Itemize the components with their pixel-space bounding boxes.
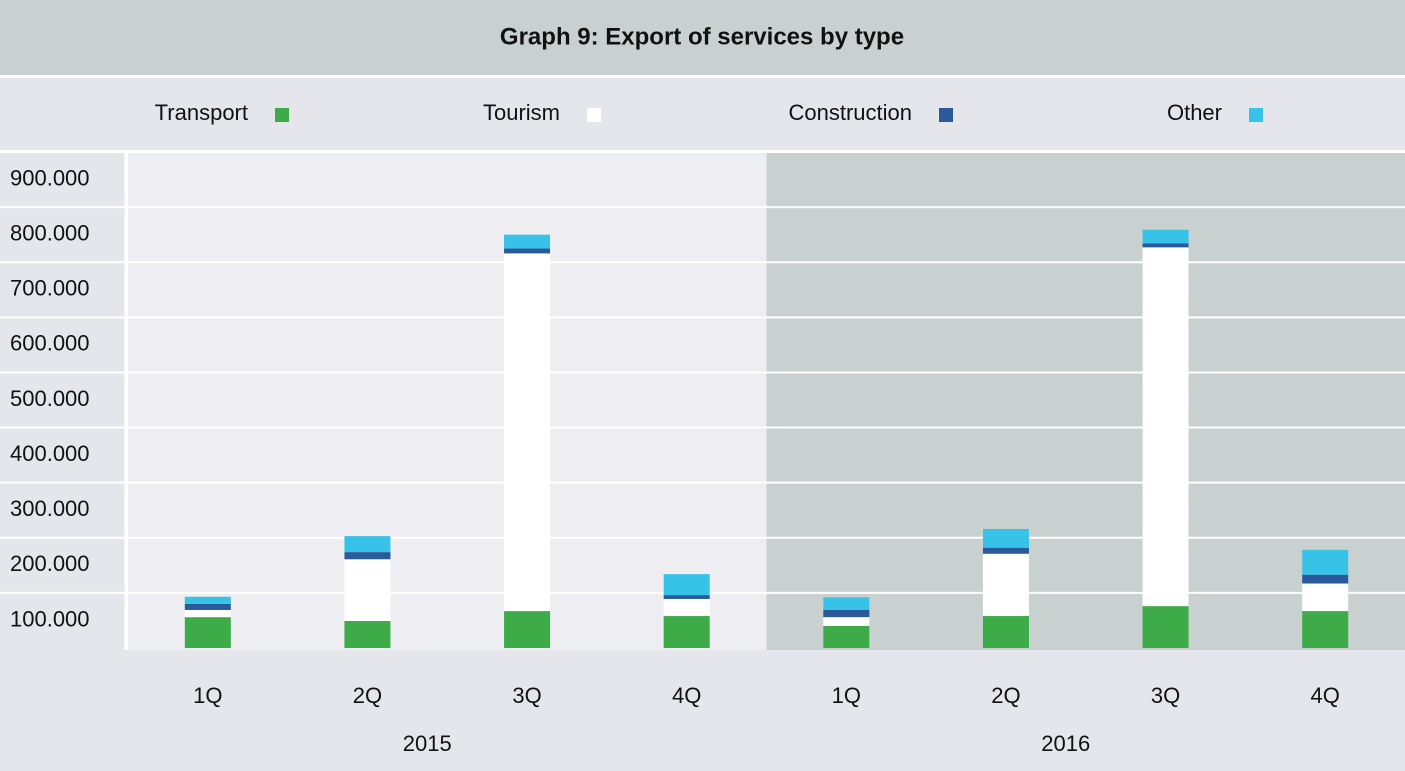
bar-segment xyxy=(1142,606,1189,648)
bar-segment xyxy=(663,574,710,596)
bar-segment xyxy=(184,609,231,618)
legend-label: Tourism xyxy=(483,100,560,125)
bar-segment xyxy=(1302,611,1349,648)
bar-segment xyxy=(504,253,551,612)
bar-segment xyxy=(1142,229,1189,244)
bar-segment xyxy=(982,616,1029,648)
group-label: 2015 xyxy=(403,731,452,756)
y-tick-label: 900.000 xyxy=(10,165,90,190)
bar-segment xyxy=(1142,247,1189,607)
bar-segment xyxy=(823,625,870,648)
bar-segment xyxy=(982,553,1029,617)
legend-swatch xyxy=(275,108,289,122)
bar-segment xyxy=(344,559,391,621)
legend-swatch xyxy=(587,108,601,122)
bar-segment xyxy=(982,528,1029,548)
bar-segment xyxy=(1302,549,1349,575)
bar-segment xyxy=(184,596,231,604)
bar-segment xyxy=(504,248,551,254)
bar-segment xyxy=(823,617,870,626)
y-tick-label: 700.000 xyxy=(10,276,90,301)
x-tick-label: 2Q xyxy=(991,683,1020,708)
bar-segment xyxy=(344,536,391,553)
title-band xyxy=(0,0,1405,75)
legend-swatch xyxy=(1249,108,1263,122)
group-background xyxy=(128,152,767,650)
legend-swatch xyxy=(939,108,953,122)
legend-label: Construction xyxy=(788,100,912,125)
y-tick-label: 400.000 xyxy=(10,441,90,466)
y-tick-label: 800.000 xyxy=(10,220,90,245)
chart-title: Graph 9: Export of services by type xyxy=(500,23,904,50)
x-tick-label: 3Q xyxy=(1151,683,1180,708)
legend-label: Transport xyxy=(155,100,248,125)
bar-segment xyxy=(1302,583,1349,612)
y-tick-label: 200.000 xyxy=(10,551,90,576)
x-tick-label: 1Q xyxy=(193,683,222,708)
bar-segment xyxy=(1142,243,1189,248)
bar-segment xyxy=(823,597,870,610)
bar-segment xyxy=(344,620,391,648)
y-tick-label: 100.000 xyxy=(10,606,90,631)
bar-segment xyxy=(504,611,551,648)
group-label: 2016 xyxy=(1041,731,1090,756)
bar-segment xyxy=(663,616,710,648)
y-tick-label: 300.000 xyxy=(10,496,90,521)
bar-segment xyxy=(663,598,710,617)
bar-segment xyxy=(504,234,551,249)
x-tick-label: 4Q xyxy=(1311,683,1340,708)
legend-label: Other xyxy=(1167,100,1222,125)
x-tick-label: 3Q xyxy=(512,683,541,708)
bar-segment xyxy=(344,552,391,560)
bar-segment xyxy=(184,603,231,610)
x-tick-label: 4Q xyxy=(672,683,701,708)
bar-segment xyxy=(663,595,710,599)
bar-segment xyxy=(823,609,870,618)
bar-segment xyxy=(1302,574,1349,584)
y-tick-label: 600.000 xyxy=(10,331,90,356)
x-tick-label: 1Q xyxy=(832,683,861,708)
bar-segment xyxy=(184,617,231,648)
category-band xyxy=(0,650,1405,771)
group-background xyxy=(766,152,1405,650)
legend-band xyxy=(0,78,1405,150)
bar-segment xyxy=(982,547,1029,554)
y-tick-label: 500.000 xyxy=(10,386,90,411)
x-tick-label: 2Q xyxy=(353,683,382,708)
